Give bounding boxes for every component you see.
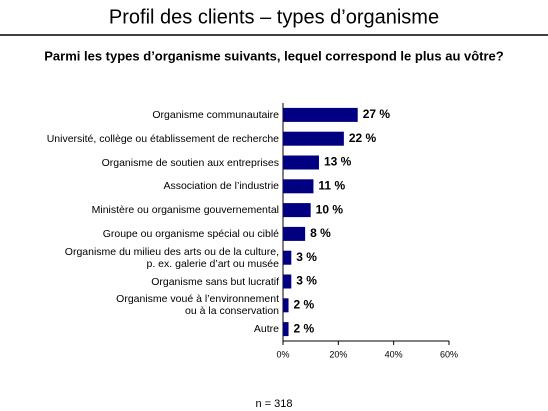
value-label: 8 % — [310, 226, 331, 240]
y-tick-label: Groupe ou organisme spécial ou ciblé — [102, 227, 279, 240]
bar — [283, 107, 358, 122]
y-tick-label: Organisme voué à l’environnement ou à la… — [116, 293, 279, 318]
value-label: 27 % — [363, 107, 391, 121]
chart-title: Profil des clients – types d’organisme — [109, 6, 439, 28]
x-tick-label: 40% — [385, 349, 403, 359]
y-tick-label: Organisme du milieu des arts ou de la cu… — [64, 245, 279, 270]
note: n = 318 — [255, 398, 292, 410]
bar — [283, 274, 292, 289]
value-label: 13 % — [324, 155, 352, 169]
value-label: 3 % — [296, 274, 317, 288]
bar — [283, 226, 306, 241]
y-tick-label: Ministère ou organisme gouvernemental — [91, 204, 279, 217]
y-tick-label: Organisme de soutien aux entreprises — [101, 156, 279, 169]
y-tick-label: Université, collège ou établissement de … — [46, 132, 279, 145]
value-label: 2 % — [294, 321, 315, 335]
value-label: 11 % — [318, 178, 345, 192]
y-tick-label: Autre — [253, 323, 279, 336]
x-tick-label: 60% — [440, 349, 458, 359]
bar — [283, 250, 292, 265]
bar — [283, 131, 344, 146]
y-tick-label: Organisme sans but lucratif — [151, 275, 279, 288]
value-label: 3 % — [296, 250, 317, 264]
value-label: 2 % — [294, 297, 315, 311]
chart-subtitle: Parmi les types d’organisme suivants, le… — [44, 48, 504, 63]
y-tick-label: Organisme communautaire — [152, 108, 279, 121]
y-tick-label: Association de l’industrie — [163, 180, 279, 193]
bar — [283, 322, 289, 337]
value-label: 10 % — [316, 202, 344, 216]
x-tick-label: 20% — [329, 349, 347, 359]
bar — [283, 203, 311, 218]
bar — [283, 179, 314, 194]
x-tick-label: 0% — [276, 349, 289, 359]
bar — [283, 298, 289, 313]
value-label: 22 % — [349, 131, 377, 145]
bar — [283, 155, 319, 170]
